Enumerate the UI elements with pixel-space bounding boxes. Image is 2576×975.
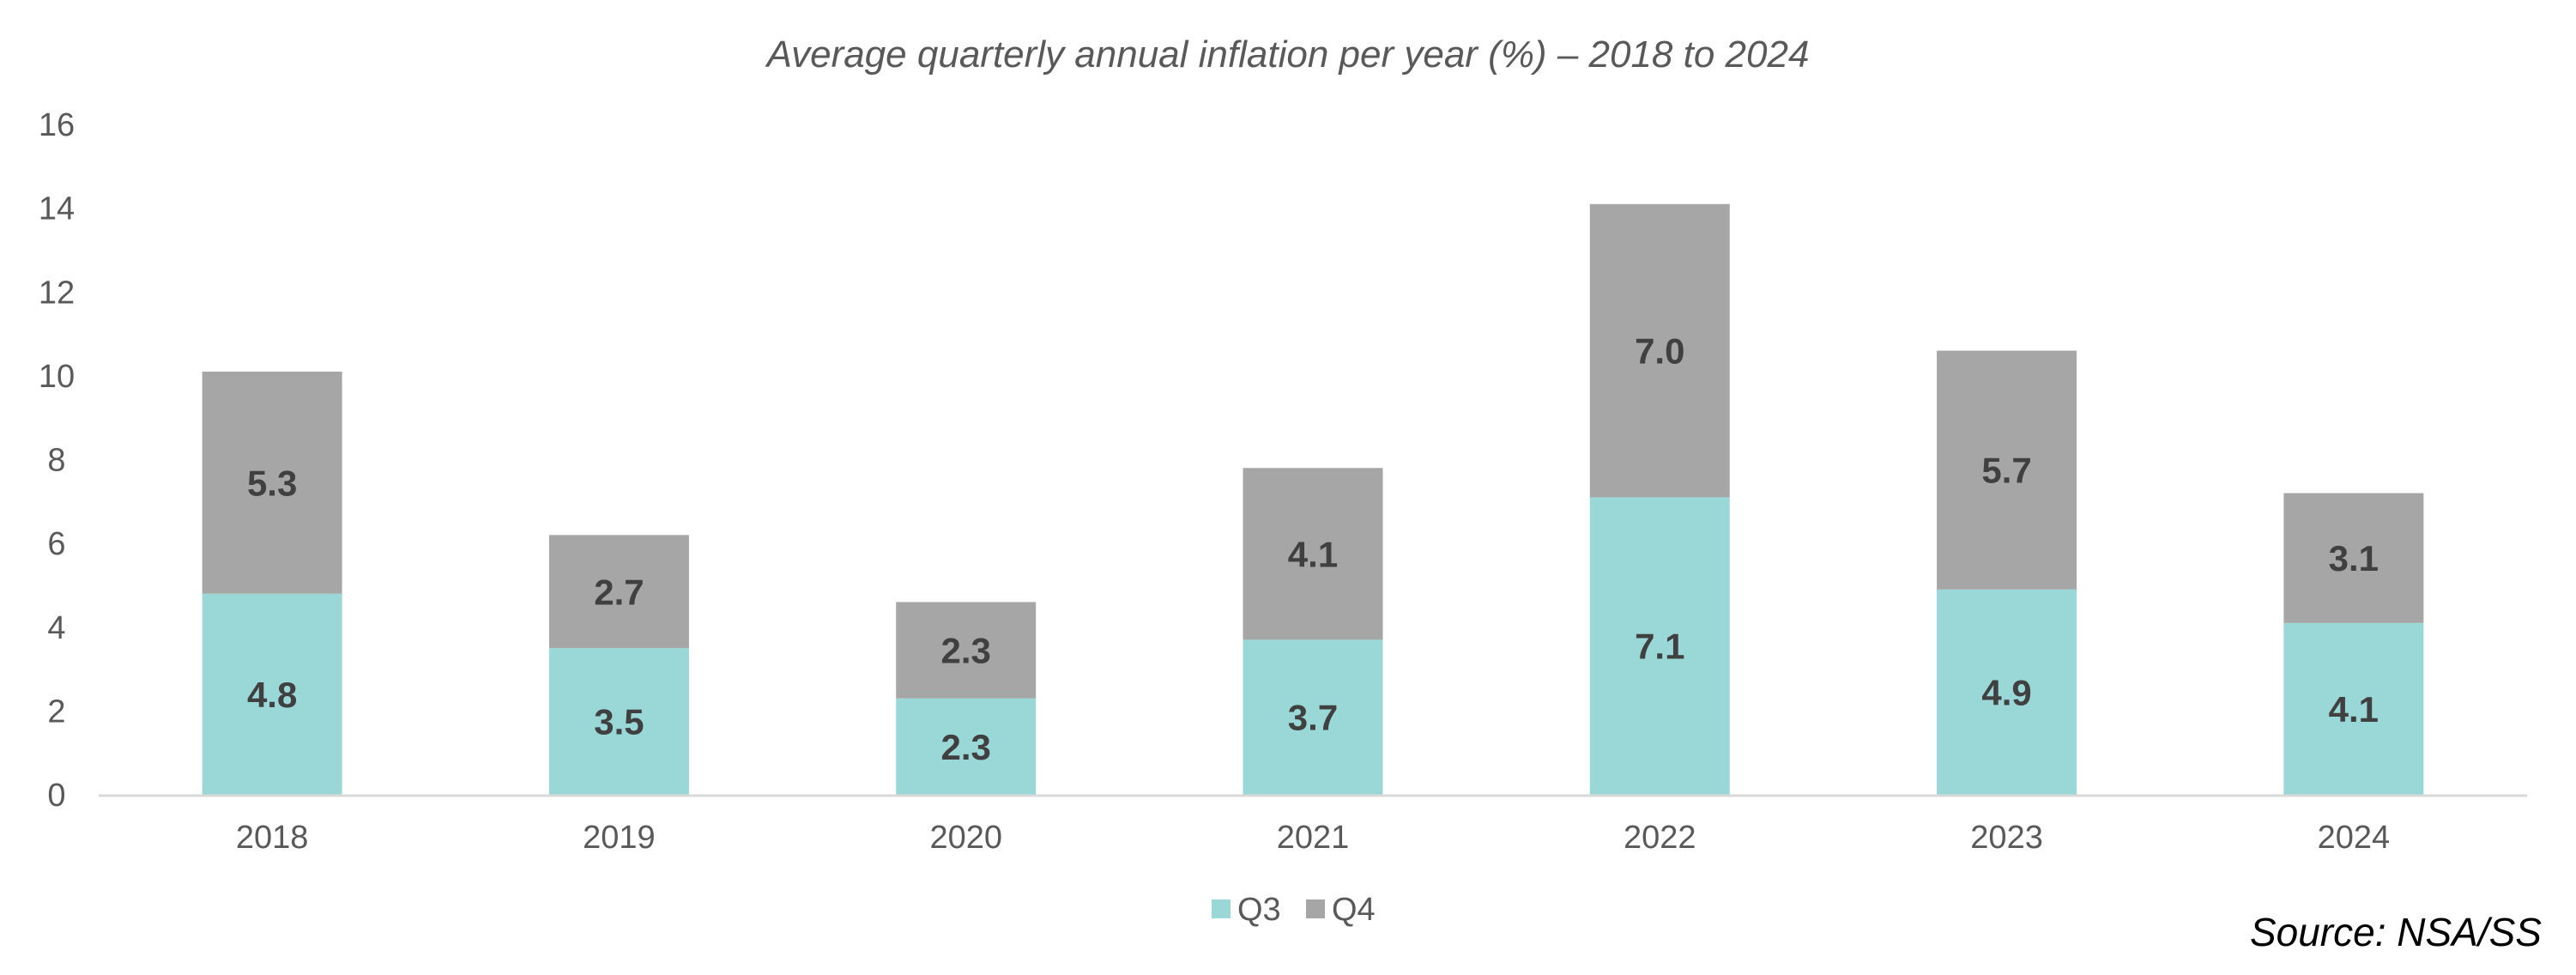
x-tick-label: 2019 (583, 820, 656, 856)
bar-q3-2019 (548, 648, 689, 795)
data-label-q3-2020: 2.3 (941, 727, 991, 767)
x-tick-label: 2023 (1970, 820, 2043, 856)
x-tick-label: 2018 (236, 820, 309, 856)
legend-swatch-q3 (1212, 899, 1231, 918)
data-label-q3-2018: 4.8 (247, 675, 297, 715)
x-tick-label: 2020 (929, 820, 1002, 856)
y-tick-label: 16 (39, 107, 75, 143)
bar-q4-2018 (202, 371, 342, 594)
y-tick-label: 8 (47, 443, 65, 479)
data-label-q4-2019: 2.7 (594, 572, 644, 612)
data-label-q4-2018: 5.3 (247, 463, 297, 503)
legend-swatch-q4 (1306, 899, 1325, 918)
bar-q4-2019 (548, 535, 689, 649)
data-label-q3-2022: 7.1 (1635, 627, 1684, 667)
data-label-q4-2022: 7.0 (1635, 331, 1684, 372)
y-tick-label: 6 (47, 526, 65, 562)
chart-title: Average quarterly annual inflation per y… (765, 33, 1810, 76)
x-axis: 2018 2019 2020 2021 2022 2023 2024 (236, 820, 2390, 856)
bar-q3-2020 (896, 698, 1037, 795)
data-label-q3-2021: 3.7 (1288, 698, 1338, 738)
bar-q3-2022 (1589, 497, 1730, 795)
bar-q4-2022 (1589, 203, 1730, 498)
x-tick-label: 2022 (1624, 820, 1696, 856)
y-tick-label: 12 (39, 275, 75, 311)
y-tick-label: 10 (39, 359, 75, 395)
legend: Q3 Q4 (1212, 892, 1376, 928)
y-tick-label: 2 (47, 693, 65, 730)
bar-q3-2018 (202, 593, 342, 795)
x-tick-label: 2021 (1277, 820, 1350, 856)
y-axis: 0 2 4 6 8 10 12 14 16 (39, 107, 75, 814)
data-label-q3-2024: 4.1 (2329, 689, 2379, 730)
x-tick-label: 2024 (2318, 820, 2391, 856)
y-tick-label: 4 (47, 610, 65, 646)
data-label-q4-2024: 3.1 (2329, 538, 2379, 578)
bar-q4-2021 (1243, 468, 1383, 640)
bars-group: 4.8 5.3 3.5 2.7 2.3 2.3 3.7 4.1 7.1 7.0 4.9 5.7 4.1 3… (202, 203, 2424, 795)
bar-q4-2023 (1937, 350, 2077, 590)
bar-q3-2024 (2283, 622, 2424, 795)
data-label-q3-2019: 3.5 (594, 702, 644, 742)
data-label-q4-2021: 4.1 (1288, 534, 1338, 574)
y-tick-label: 14 (39, 191, 75, 227)
legend-label-q4: Q4 (1332, 892, 1376, 928)
bar-q3-2021 (1243, 639, 1383, 795)
bar-q3-2023 (1937, 589, 2077, 795)
data-label-q4-2023: 5.7 (1981, 451, 2031, 491)
source-note: Source: NSA/SS (2250, 910, 2542, 954)
legend-label-q3: Q3 (1237, 892, 1281, 928)
data-label-q3-2023: 4.9 (1981, 672, 2031, 712)
bar-q4-2020 (896, 602, 1037, 699)
bar-q4-2024 (2283, 493, 2424, 623)
data-label-q4-2020: 2.3 (941, 631, 991, 671)
y-tick-label: 0 (47, 778, 65, 814)
